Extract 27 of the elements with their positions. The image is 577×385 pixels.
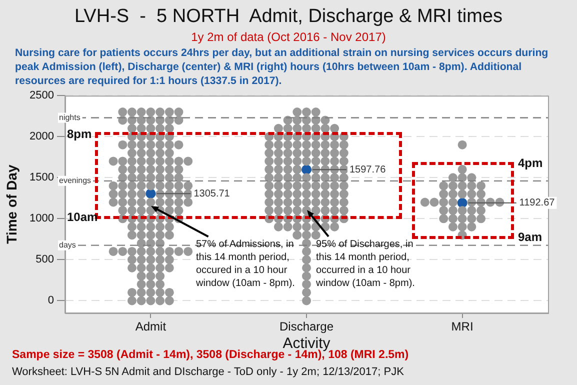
annotation: 57% of Admissions, in this 14 month period, occured in a 10 hour window (10am - 8pm). [196, 238, 296, 290]
ref-line-label: evenings [59, 176, 92, 186]
y-tick-label: 1000 [30, 212, 54, 225]
ref-line-label: days [59, 240, 76, 250]
y-tick-label: 2000 [30, 130, 54, 143]
annotation: 10am [67, 210, 98, 224]
annotation: 8pm [67, 127, 92, 141]
x-tick-label: MRI [451, 320, 474, 334]
annotation: 4pm [518, 156, 543, 170]
annotation: 9am [518, 230, 542, 244]
chart-title: LVH-S - 5 NORTH Admit, Discharge & MRI times [74, 6, 504, 28]
x-tick-label: Discharge [279, 320, 334, 334]
data-label: 1305.71 [194, 188, 230, 200]
y-tick-label: 2500 [30, 90, 54, 102]
x-axis-title: Activity [282, 335, 331, 352]
y-axis-title: Time of Day [3, 164, 20, 244]
y-tick-label: 1500 [30, 172, 54, 184]
text: Nursing care for patients occurs 24hrs per day, but an additional strain on nursing services occurs during peak Admission (left), Discharge (center) & MRI (right) hours (10hrs between 10am - 8pm). Additional resources are required for 1:1 hours (1337.5 in 2017). [15, 46, 550, 88]
ref-line-label: nights [59, 112, 80, 122]
annotation: 95% of Discharges, in this 14 month period, occurred in a 10 hour window (10am - 8pm). [316, 238, 416, 290]
y-tick-label: 0 [48, 294, 54, 307]
text: Worksheet: LVH-S 5N Admit and DIscharge - ToD only - 1y 2m; 12/13/2017; PJK [12, 366, 404, 378]
data-label: 1597.76 [350, 164, 386, 176]
x-tick-label: Admit [135, 320, 167, 334]
y-tick-label: 500 [36, 254, 54, 266]
data-label: 1192.67 [519, 198, 556, 209]
chart-subtitle: 1y 2m of data (Oct 2016 - Nov 2017) [190, 30, 387, 44]
